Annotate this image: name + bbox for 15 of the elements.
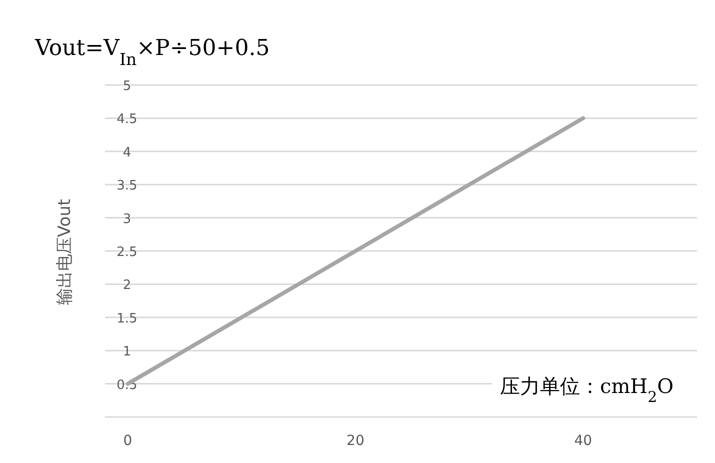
y-tick-label: 1.5	[116, 311, 138, 326]
y-tick-label: 2.5	[116, 245, 138, 260]
y-tick-label: 3	[122, 212, 132, 227]
x-tick-label: 40	[574, 433, 592, 449]
y-tick-label: 1	[122, 344, 132, 360]
x-tick-label: 0	[123, 433, 132, 449]
chart-title: Vout=V$_{In}$×P÷50+0.5	[34, 36, 270, 68]
y-axis-title: 输出电压Vout	[55, 198, 75, 306]
y-tick-label: 4	[122, 145, 132, 160]
y-tick-label: 5	[122, 79, 132, 94]
y-tick-label: 2	[122, 278, 132, 294]
x-tick-label: 20	[346, 433, 364, 449]
x-axis-title: 压力单位：cmH$_{2}$O	[500, 374, 674, 406]
y-tick-label: 3.5	[116, 178, 138, 194]
y-tick-label: 4.5	[116, 112, 138, 128]
